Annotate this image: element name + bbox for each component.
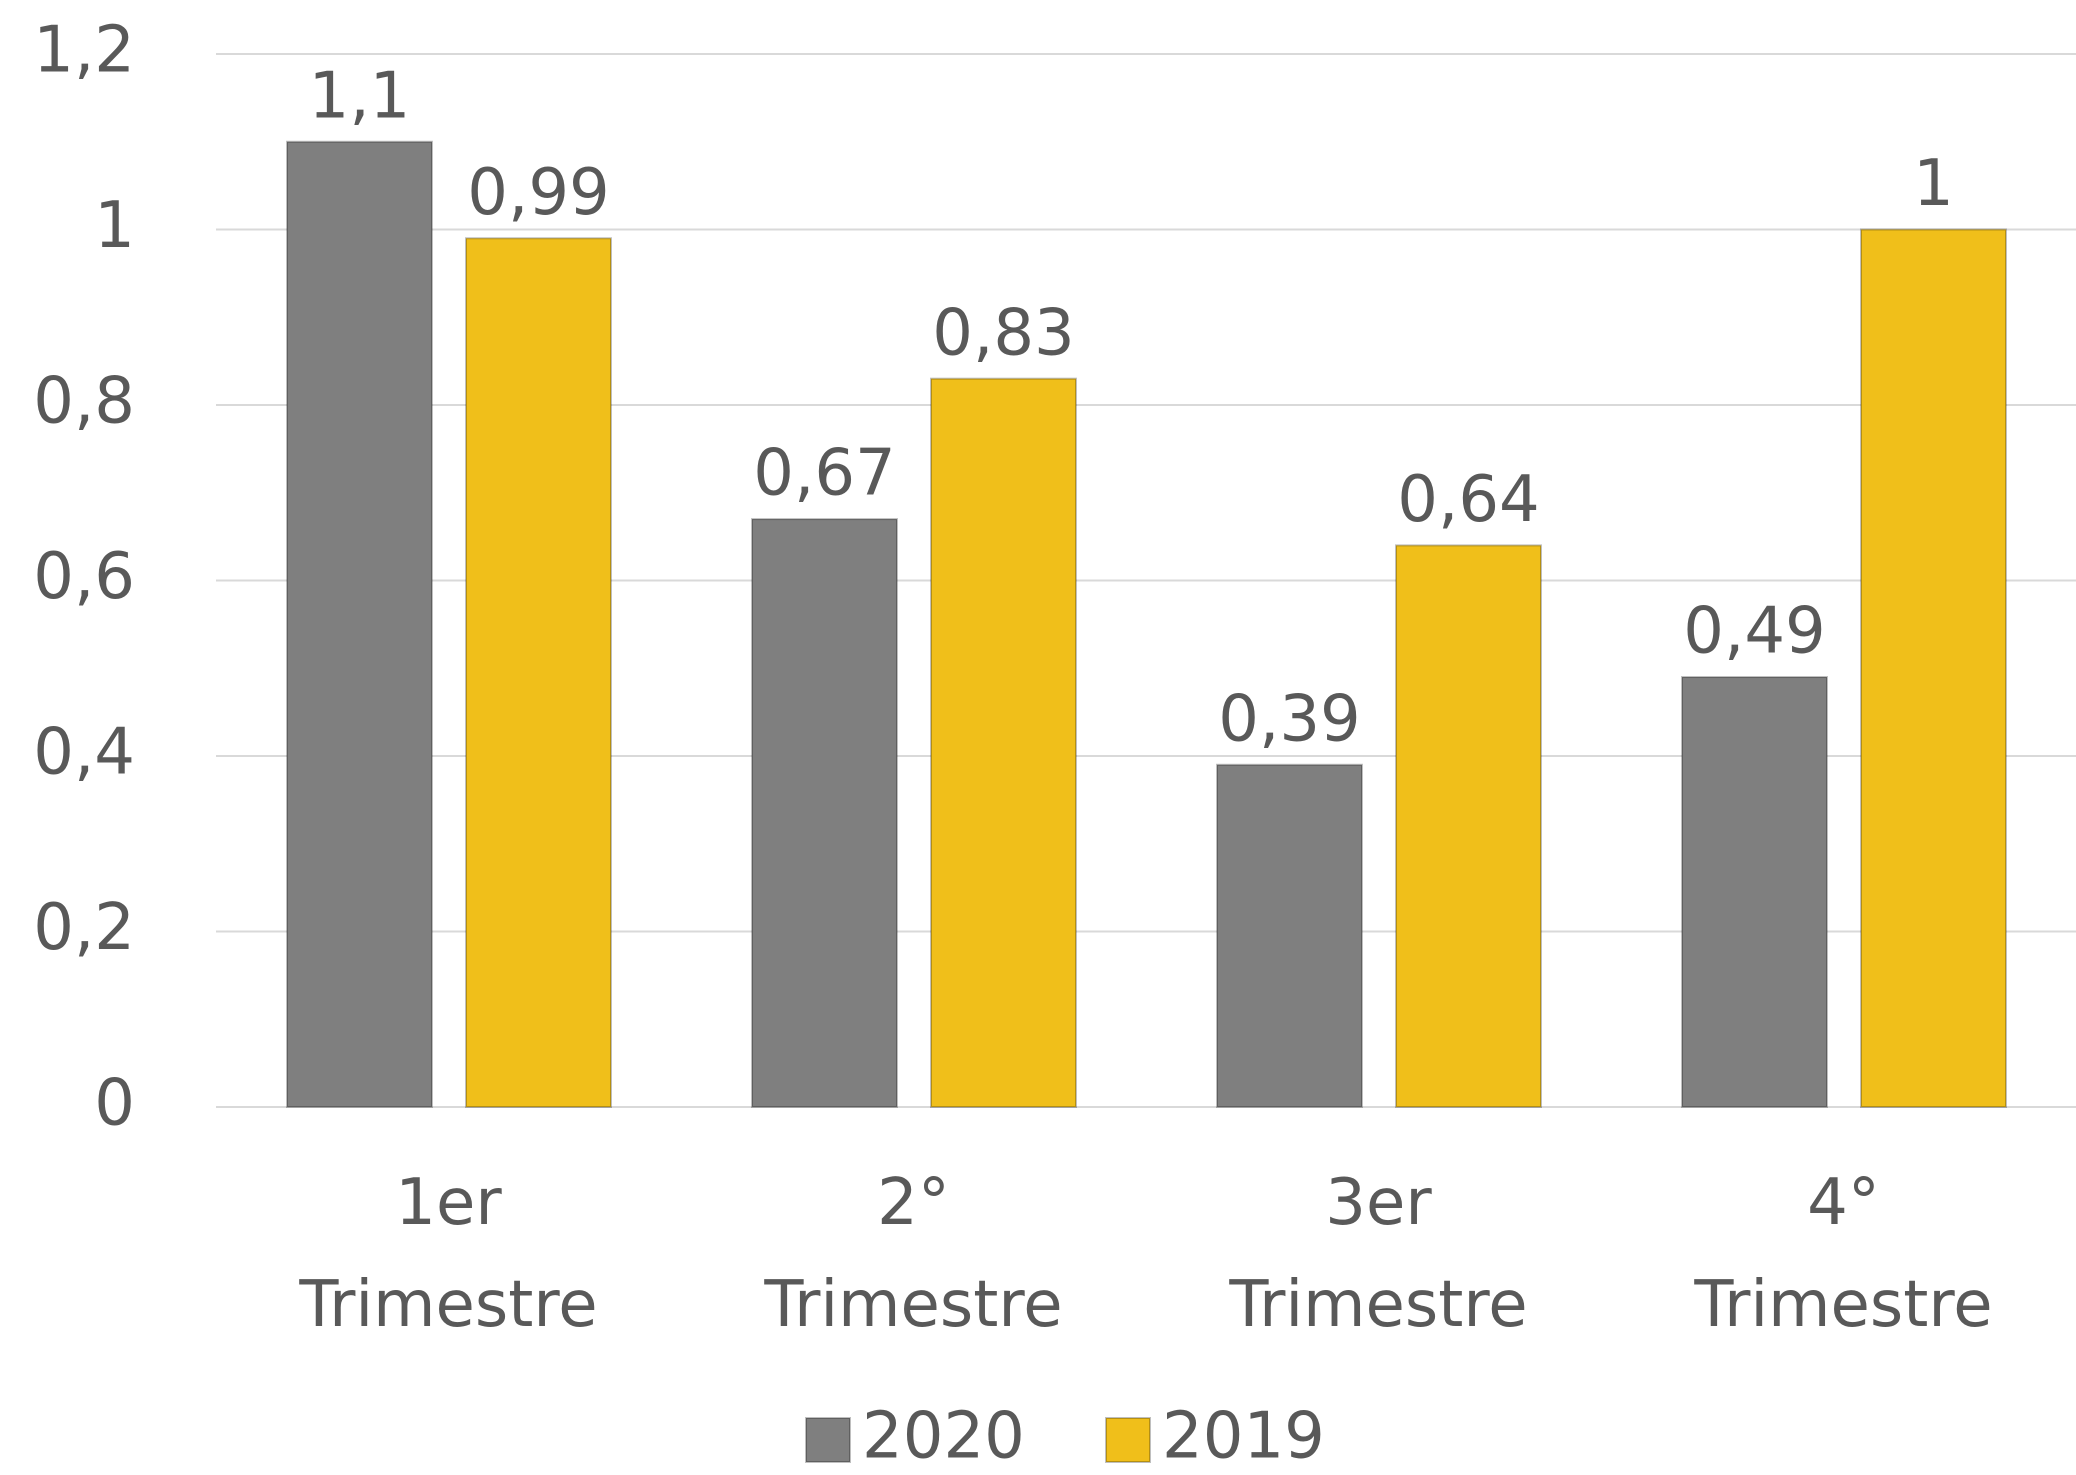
bar (1860, 228, 2007, 1108)
bar (465, 237, 612, 1108)
legend-label: 2020 (862, 1400, 1025, 1474)
bar (1681, 676, 1828, 1109)
bar (930, 377, 1077, 1108)
x-tick-label: 1er Trimestre (299, 1166, 598, 1343)
data-label: 0,64 (1397, 463, 1540, 537)
y-tick-label: 1,2 (33, 14, 135, 88)
bar (751, 518, 898, 1108)
x-tick-label-box: 2° Trimestre (764, 1166, 1063, 1343)
x-tick-label-box: 1er Trimestre (299, 1166, 598, 1343)
x-tick-label: 3er Trimestre (1229, 1166, 1528, 1343)
y-tick-label: 0,4 (33, 716, 135, 790)
data-label: 0,49 (1683, 595, 1826, 669)
data-label: 0,99 (467, 156, 610, 230)
bar (1395, 544, 1542, 1108)
y-tick-label: 0,6 (33, 540, 135, 614)
x-tick-label: 2° Trimestre (764, 1166, 1063, 1343)
y-tick-label: 1 (94, 189, 135, 263)
bar (286, 140, 433, 1108)
x-tick-label-box: 3er Trimestre (1229, 1166, 1528, 1343)
legend-label: 2019 (1162, 1400, 1325, 1474)
x-tick-label-box: 4° Trimestre (1694, 1166, 1993, 1343)
y-tick-label: 0,2 (33, 891, 135, 965)
legend-swatch (805, 1417, 851, 1463)
data-label: 1,1 (309, 59, 411, 133)
data-label: 0,67 (753, 437, 896, 511)
bar (1216, 763, 1363, 1109)
y-tick-label: 0,8 (33, 365, 135, 439)
x-tick-label: 4° Trimestre (1694, 1166, 1993, 1343)
y-tick-label: 0 (94, 1067, 135, 1141)
data-label: 0,83 (932, 296, 1075, 370)
data-label: 0,39 (1218, 682, 1361, 756)
legend-swatch (1105, 1417, 1151, 1463)
data-label: 1 (1913, 147, 1954, 221)
